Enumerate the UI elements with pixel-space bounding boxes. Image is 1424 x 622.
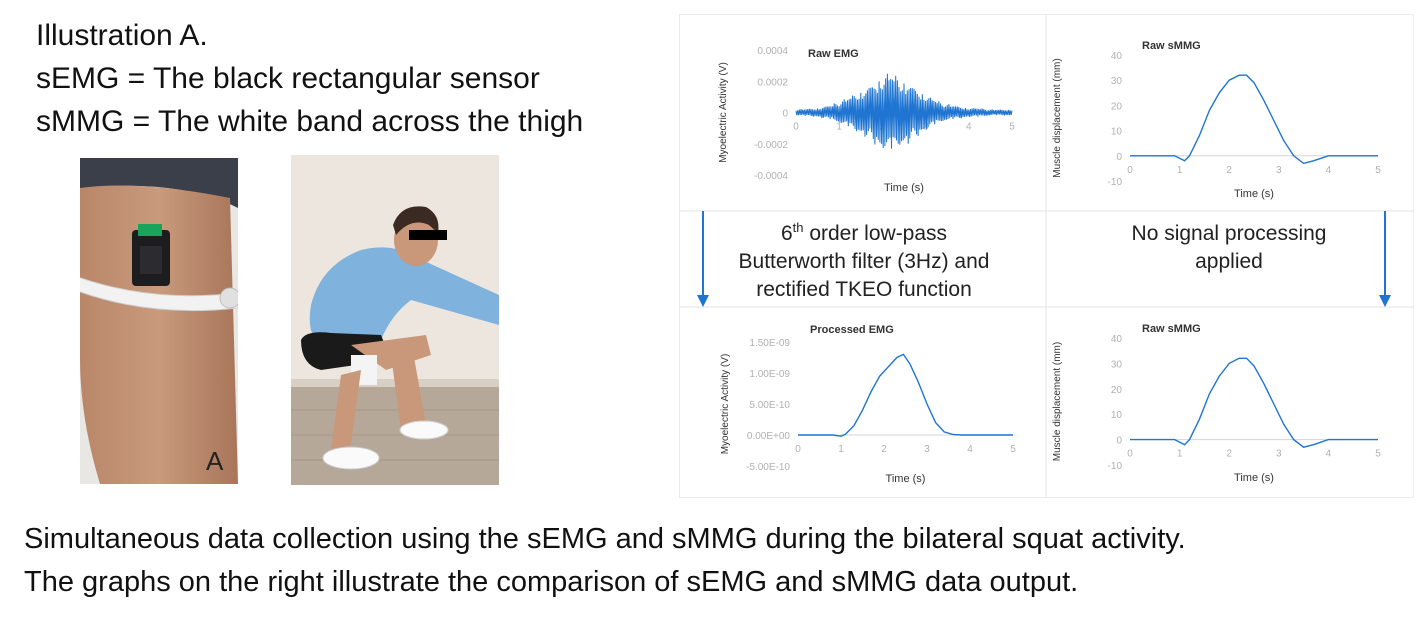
chart-1-ytick: 30 bbox=[1111, 76, 1123, 87]
chart-0-ytick: -0.0004 bbox=[754, 171, 788, 182]
chart-1-xlabel: Time (s) bbox=[1234, 188, 1274, 200]
chart-3-ytick: 0 bbox=[1116, 436, 1122, 447]
filter-text-line2: Butterworth filter (3Hz) and bbox=[739, 250, 990, 273]
chart-3-xlabel: Time (s) bbox=[1234, 472, 1274, 484]
chart-0-ytick: 0.0004 bbox=[757, 46, 788, 57]
chart-figure: Raw EMG 0.0004 0.0002 0 -0.0002 -0.0004 0 1 2 3 4 5… bbox=[680, 15, 1413, 497]
chart-1-ytick: 10 bbox=[1111, 127, 1123, 138]
chart-2-title: Processed EMG bbox=[810, 324, 894, 336]
chart-0-xtick: 3 bbox=[923, 122, 929, 133]
chart-0-xtick: 5 bbox=[1009, 122, 1015, 133]
chart-2-ytick: 1.50E-09 bbox=[749, 338, 790, 349]
chart-2-xlabel: Time (s) bbox=[886, 473, 926, 485]
chart-2-ytick: 1.00E-09 bbox=[749, 369, 790, 380]
no-processing-line1: No signal processing bbox=[1132, 222, 1327, 245]
chart-2-ylabel: Myoelectric Activity (V) bbox=[720, 354, 731, 455]
chart-1-xtick: 5 bbox=[1375, 165, 1381, 176]
chart-1-ylabel: Muscle displacement (mm) bbox=[1052, 58, 1063, 177]
chart-2-ytick: 0.00E+00 bbox=[747, 431, 791, 442]
chart-0-ylabel: Myoelectric Activity (V) bbox=[718, 62, 729, 163]
smmg-legend: sMMG = The white band across the thigh bbox=[36, 105, 584, 138]
chart-2-series-line bbox=[798, 353, 1013, 437]
chart-0-xlabel: Time (s) bbox=[884, 182, 924, 194]
chart-3-series-line bbox=[1130, 357, 1378, 448]
chart-1-ytick: 40 bbox=[1111, 51, 1123, 62]
chart-2-xtick: 2 bbox=[881, 444, 887, 455]
semg-legend: sEMG = The black rectangular sensor bbox=[36, 62, 540, 95]
illustration-title: Illustration A. bbox=[36, 19, 208, 52]
chart-2-xtick: 4 bbox=[967, 444, 973, 455]
caption-line-2: The graphs on the right illustrate the c… bbox=[24, 566, 1079, 598]
chart-3-ytick: 40 bbox=[1111, 334, 1123, 345]
chart-1-xtick: 4 bbox=[1326, 165, 1332, 176]
chart-1-title: Raw sMMG bbox=[1142, 40, 1201, 52]
chart-1-xtick: 2 bbox=[1226, 165, 1232, 176]
chart-1-series-line bbox=[1130, 74, 1378, 165]
chart-2-ytick: -5.00E-10 bbox=[746, 462, 790, 473]
chart-1-ytick: 20 bbox=[1111, 101, 1123, 112]
chart-0-series-line bbox=[795, 73, 1013, 149]
chart-2-xtick: 3 bbox=[924, 444, 930, 455]
no-processing-line2: applied bbox=[1195, 250, 1263, 273]
right-arrow-head bbox=[1379, 295, 1391, 307]
chart-1-ytick: 0 bbox=[1116, 152, 1122, 163]
chart-3-xtick: 0 bbox=[1127, 449, 1133, 460]
chart-3-xtick: 1 bbox=[1177, 449, 1183, 460]
caption-line-1: Simultaneous data collection using the s… bbox=[24, 523, 1186, 555]
chart-0-ytick: -0.0002 bbox=[754, 140, 788, 151]
chart-0-xtick: 0 bbox=[793, 122, 799, 133]
thigh-sensor-photo: A bbox=[80, 158, 238, 484]
chart-3-ytick: 10 bbox=[1111, 410, 1123, 421]
chart-0-xtick: 1 bbox=[836, 122, 842, 133]
chart-3-xtick: 5 bbox=[1375, 449, 1381, 460]
chart-2-xtick: 1 bbox=[838, 444, 844, 455]
figure-panel: Raw EMG 0.0004 0.0002 0 -0.0002 -0.0004 0 1 2 3 4 5… bbox=[679, 14, 1414, 498]
chart-1-ytick: -10 bbox=[1108, 177, 1123, 188]
chart-2-xtick: 5 bbox=[1010, 444, 1016, 455]
chart-3-ytick: 20 bbox=[1111, 385, 1123, 396]
chart-1-xtick: 1 bbox=[1177, 165, 1183, 176]
chart-0-xtick: 4 bbox=[966, 122, 972, 133]
chart-0-ytick: 0 bbox=[782, 109, 788, 120]
photo-label-a: A bbox=[206, 446, 224, 476]
chart-0-title: Raw EMG bbox=[808, 48, 859, 60]
chart-2-ytick: 5.00E-10 bbox=[749, 400, 790, 411]
chart-3-xtick: 2 bbox=[1226, 449, 1232, 460]
filter-text-line3: rectified TKEO function bbox=[756, 278, 972, 301]
filter-text-line1: 6th order low-pass bbox=[781, 220, 947, 245]
chart-3-xtick: 4 bbox=[1326, 449, 1332, 460]
chart-3-ytick: 30 bbox=[1111, 359, 1123, 370]
chart-3-xtick: 3 bbox=[1276, 449, 1282, 460]
chart-1-xtick: 0 bbox=[1127, 165, 1133, 176]
chart-2-xtick: 0 bbox=[795, 444, 801, 455]
chart-3-title: Raw sMMG bbox=[1142, 323, 1201, 335]
chart-0-ytick: 0.0002 bbox=[757, 77, 788, 88]
chart-3-ytick: -10 bbox=[1108, 461, 1123, 472]
chart-3-ylabel: Muscle displacement (mm) bbox=[1052, 342, 1063, 461]
left-arrow-head bbox=[697, 295, 709, 307]
chart-1-xtick: 3 bbox=[1276, 165, 1282, 176]
person-squat-photo bbox=[291, 155, 499, 485]
